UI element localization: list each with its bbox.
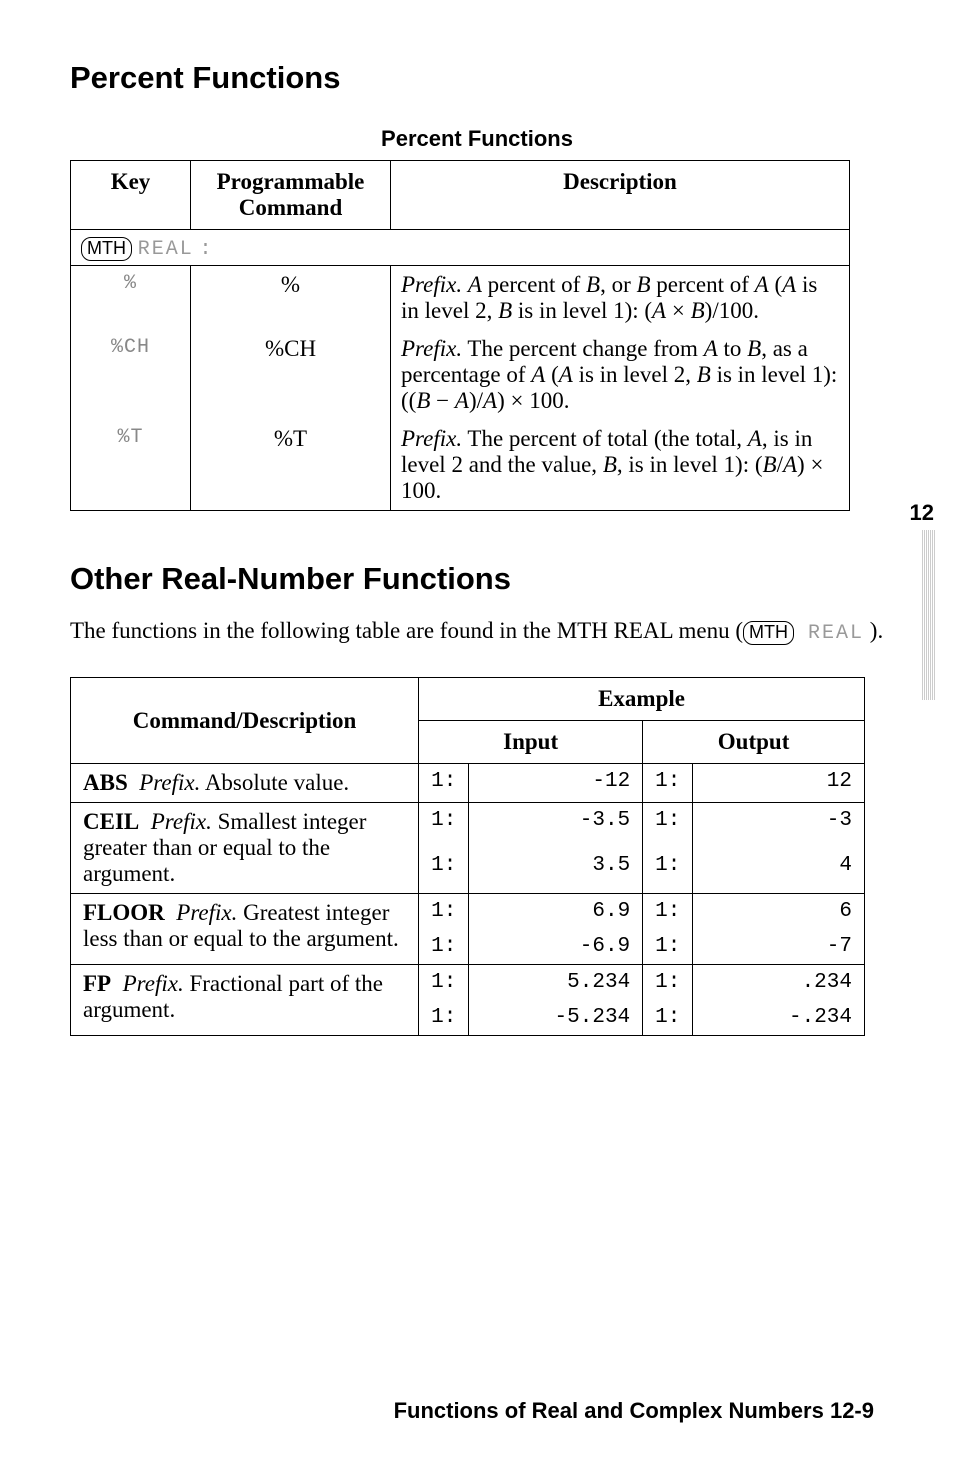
cmd-percent: % xyxy=(191,266,391,331)
key-pct-t: %T xyxy=(71,420,191,511)
key-percent: % xyxy=(71,266,191,331)
fp-out-lvl-2: 1: xyxy=(643,1000,693,1036)
desc-pct-ch: Prefix. The percent change from A to B, … xyxy=(391,330,850,420)
th-cmd-desc: Command/Description xyxy=(71,678,419,764)
fp-out-val-1: .234 xyxy=(693,965,865,1001)
fp-in-val-1: 5.234 xyxy=(469,965,643,1001)
cmd-pct-ch: %CH xyxy=(191,330,391,420)
real-functions-table: Command/Description Example Input Output… xyxy=(70,677,865,1036)
abs-out-val: 12 xyxy=(693,764,865,803)
real-label-inline: REAL xyxy=(794,622,864,645)
percent-functions-table: Key Programmable Command Description MTH… xyxy=(70,160,850,511)
fp-in-lvl-1: 1: xyxy=(419,965,469,1001)
th-key: Key xyxy=(71,161,191,230)
cmd-name: ABS xyxy=(83,770,128,795)
cmd-ceil: CEIL Prefix. Smallest integer greater th… xyxy=(71,803,419,894)
th-cmd: Programmable Command xyxy=(191,161,391,230)
side-tab-bar xyxy=(922,530,936,700)
mth-key-inline: MTH xyxy=(743,621,794,645)
cmd-name: FP xyxy=(83,971,111,996)
ceil-out-lvl-1: 1: xyxy=(643,803,693,849)
heading-percent-functions: Percent Functions xyxy=(70,60,884,96)
floor-in-val-2: -6.9 xyxy=(469,929,643,965)
th-example: Example xyxy=(419,678,865,721)
para-text: The functions in the following table are… xyxy=(70,618,743,643)
ceil-out-lvl-2: 1: xyxy=(643,848,693,894)
th-input: Input xyxy=(419,721,643,764)
para-close: ). xyxy=(864,618,883,643)
ceil-out-val-2: 4 xyxy=(693,848,865,894)
prefix-label: Prefix. xyxy=(401,336,462,361)
cmd-name: CEIL xyxy=(83,809,139,834)
floor-in-lvl-1: 1: xyxy=(419,894,469,930)
desc-percent: Prefix. A percent of B, or B percent of … xyxy=(391,266,850,331)
th-output: Output xyxy=(643,721,865,764)
fp-out-val-2: -.234 xyxy=(693,1000,865,1036)
cmd-abs: ABS Prefix. Absolute value. xyxy=(71,764,419,803)
side-tab-number: 12 xyxy=(910,500,934,526)
ceil-in-val-2: 3.5 xyxy=(469,848,643,894)
fp-out-lvl-1: 1: xyxy=(643,965,693,1001)
table1-title: Percent Functions xyxy=(70,126,884,152)
cmd-name: FLOOR xyxy=(83,900,165,925)
key-pct-ch: %CH xyxy=(71,330,191,420)
ceil-in-lvl-1: 1: xyxy=(419,803,469,849)
cmd-fp: FP Prefix. Fractional part of the argume… xyxy=(71,965,419,1036)
prefix-label: Prefix. xyxy=(401,272,462,297)
heading-other-real: Other Real-Number Functions xyxy=(70,561,884,597)
menu-row: MTH REAL : xyxy=(71,230,850,266)
abs-out-lvl: 1: xyxy=(643,764,693,803)
page-footer: Functions of Real and Complex Numbers 12… xyxy=(394,1398,874,1424)
cmd-pct-t: %T xyxy=(191,420,391,511)
floor-out-val-2: -7 xyxy=(693,929,865,965)
fp-in-val-2: -5.234 xyxy=(469,1000,643,1036)
abs-in-val: -12 xyxy=(469,764,643,803)
desc-pct-t: Prefix. The percent of total (the total,… xyxy=(391,420,850,511)
floor-in-lvl-2: 1: xyxy=(419,929,469,965)
intro-paragraph: The functions in the following table are… xyxy=(70,615,884,647)
menu-label-real: REAL xyxy=(138,238,194,261)
floor-out-lvl-2: 1: xyxy=(643,929,693,965)
prefix-label: Prefix. xyxy=(401,426,462,451)
ceil-in-val-1: -3.5 xyxy=(469,803,643,849)
th-desc: Description xyxy=(391,161,850,230)
mth-key: MTH xyxy=(81,237,132,261)
ceil-out-val-1: -3 xyxy=(693,803,865,849)
floor-in-val-1: 6.9 xyxy=(469,894,643,930)
ceil-in-lvl-2: 1: xyxy=(419,848,469,894)
cmd-floor: FLOOR Prefix. Greatest integer less than… xyxy=(71,894,419,965)
fp-in-lvl-2: 1: xyxy=(419,1000,469,1036)
floor-out-val-1: 6 xyxy=(693,894,865,930)
abs-in-lvl: 1: xyxy=(419,764,469,803)
floor-out-lvl-1: 1: xyxy=(643,894,693,930)
